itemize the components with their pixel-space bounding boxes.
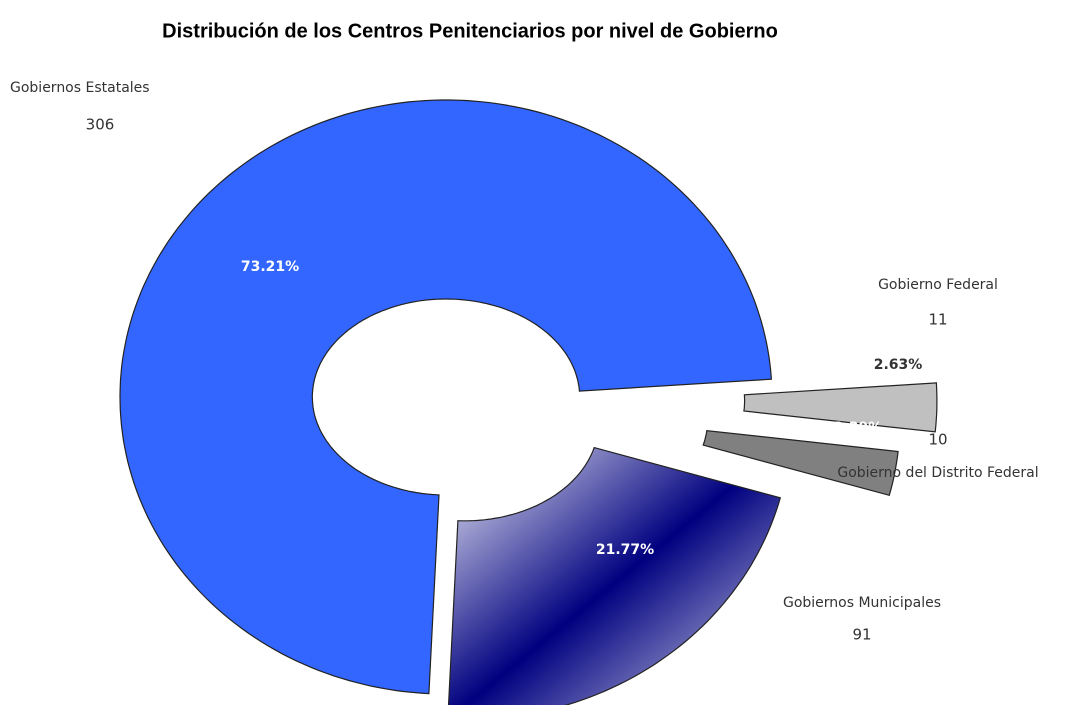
donut-slice <box>702 429 899 497</box>
donut-slice <box>119 99 773 695</box>
donut-slice <box>743 382 938 433</box>
category-label: Gobiernos Estatales <box>10 80 150 96</box>
count-label: 11 <box>928 311 947 329</box>
category-label: Gobierno del Distrito Federal <box>837 465 1038 481</box>
percentage-label: 2.39% <box>834 420 883 436</box>
percentage-label: 73.21% <box>241 259 299 275</box>
category-label: Gobiernos Municipales <box>783 595 941 611</box>
count-label: 10 <box>928 431 947 449</box>
category-label: Gobierno Federal <box>878 277 998 293</box>
donut-slice <box>447 446 782 705</box>
count-label: 306 <box>86 116 115 134</box>
percentage-label: 2.63% <box>874 357 923 373</box>
count-label: 91 <box>852 626 871 644</box>
percentage-label: 21.77% <box>596 542 654 558</box>
chart-title: Distribución de los Centros Penitenciari… <box>162 20 778 42</box>
